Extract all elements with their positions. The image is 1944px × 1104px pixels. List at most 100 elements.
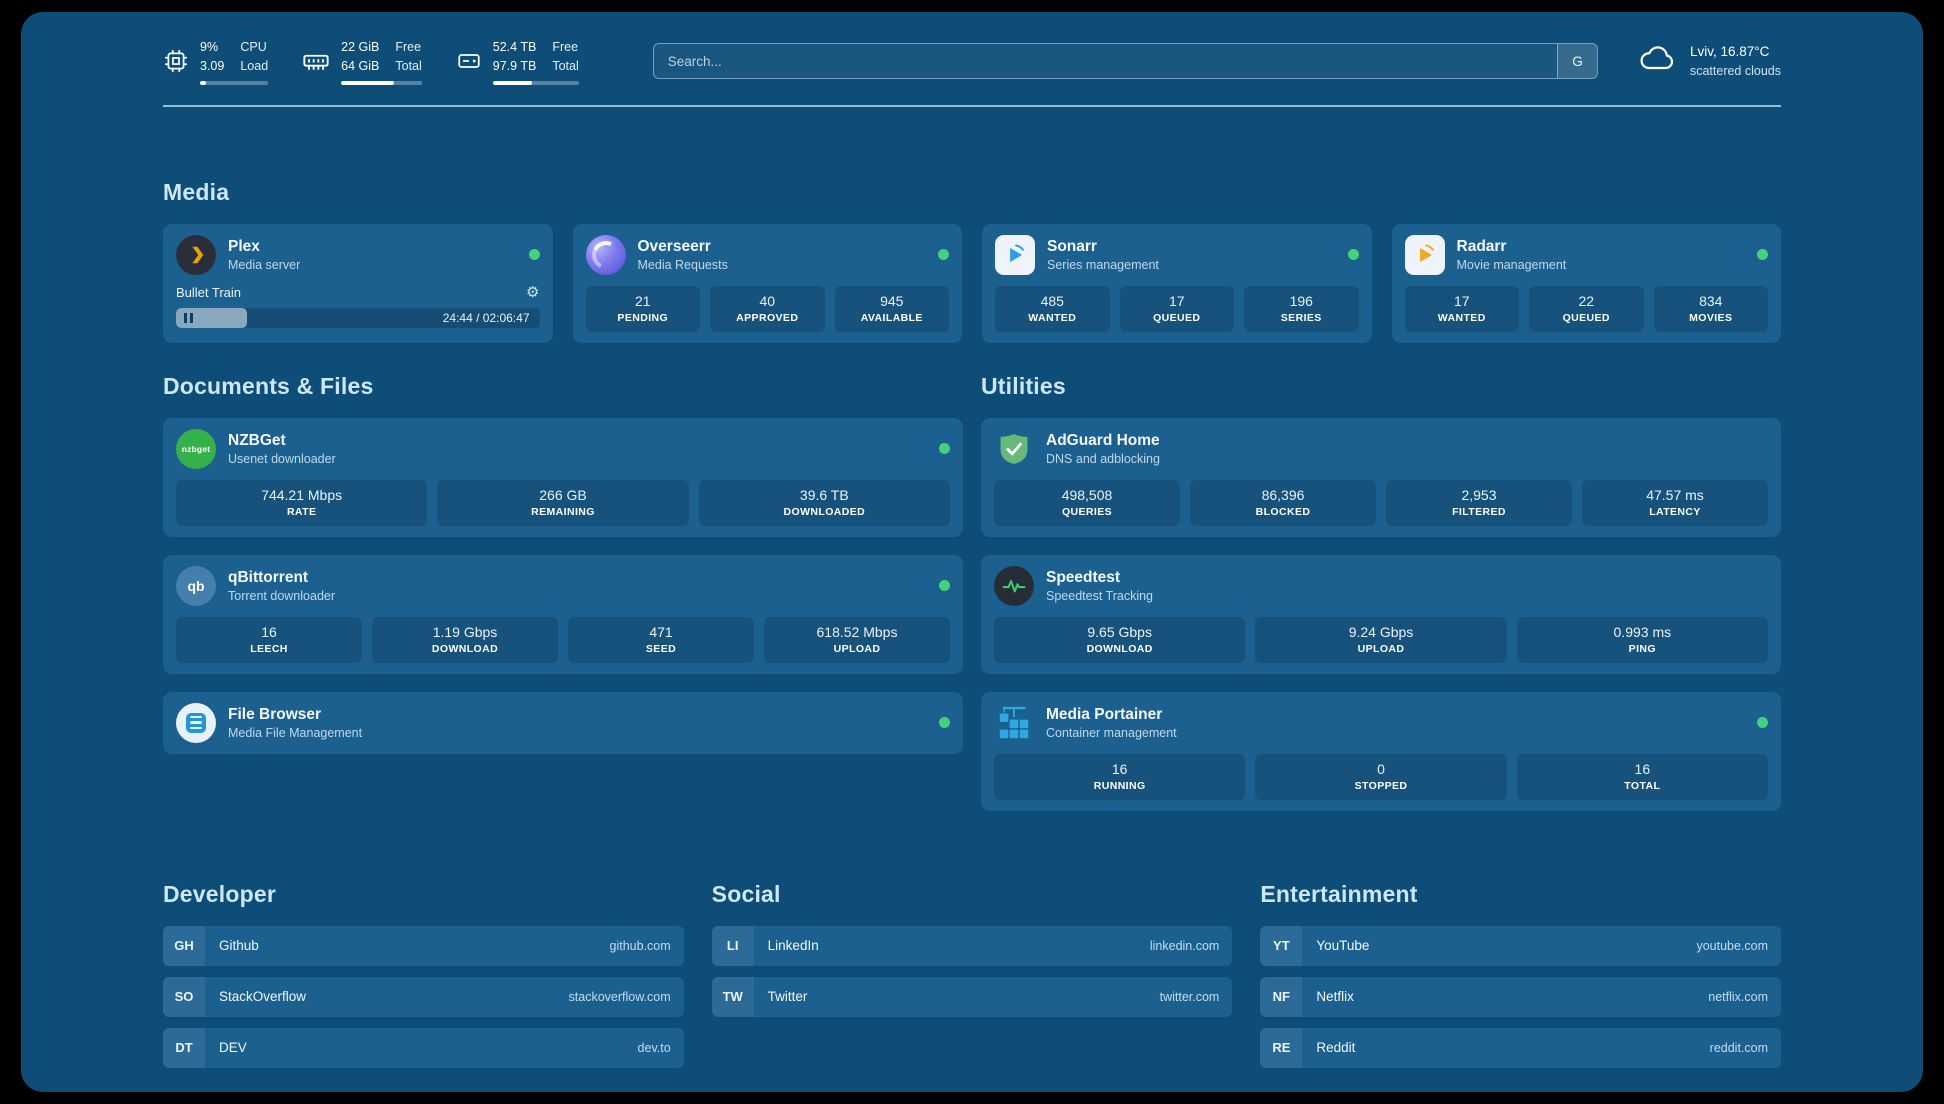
bookmark-url: youtube.com: [1696, 938, 1769, 953]
stat-label: RUNNING: [1093, 779, 1146, 792]
memory-usage-bar: [341, 80, 422, 85]
cpu-load-label: Load: [240, 58, 269, 73]
service-title: AdGuard Home: [1046, 431, 1160, 449]
pause-button[interactable]: [184, 312, 193, 323]
stat-label: DOWNLOADED: [783, 505, 866, 518]
bookmark-dev[interactable]: DT DEV dev.to: [163, 1027, 684, 1068]
top-bar: 9% 3.09 CPU Load: [163, 38, 1781, 85]
service-card-overseerr[interactable]: Overseerr Media Requests 21 PENDING 40 A…: [572, 223, 962, 343]
stat-box: 0 STOPPED: [1255, 753, 1507, 800]
bookmark-name: Reddit: [1316, 1040, 1356, 1055]
search-input[interactable]: [653, 44, 1597, 79]
memory-icon: [302, 47, 330, 75]
stat-label: LEECH: [250, 642, 288, 655]
stat-value: 834: [1699, 292, 1723, 309]
bookmark-reddit[interactable]: RE Reddit reddit.com: [1260, 1027, 1782, 1068]
nzbget-icon-text: nzbget: [181, 443, 211, 454]
storage-free-label: Free: [552, 40, 579, 54]
service-subtitle: Torrent downloader: [228, 588, 336, 603]
stat-box: 0.993 ms PING: [1516, 616, 1768, 663]
stat-box: 1.19 Gbps DOWNLOAD: [372, 616, 558, 663]
stat-value: 618.52 Mbps: [816, 623, 898, 640]
service-title: Overseerr: [637, 237, 711, 255]
bookmark-twitter[interactable]: TW Twitter twitter.com: [711, 976, 1233, 1017]
service-card-nzbget[interactable]: nzbget NZBGet Usenet downloader 744.21 M…: [163, 417, 963, 537]
qbittorrent-icon-text: qb: [187, 577, 205, 594]
service-card-plex[interactable]: Plex Media server Bullet Train ⚙ 24:44: [163, 223, 553, 343]
cpu-usage-bar: [200, 80, 269, 85]
memory-widget: 22 GiB 64 GiB Free Total: [302, 38, 422, 85]
settings-icon[interactable]: ⚙: [526, 283, 540, 301]
cpu-widget: 9% 3.09 CPU Load: [163, 38, 269, 85]
storage-icon: [456, 48, 482, 74]
service-subtitle: Movie management: [1456, 257, 1567, 272]
stat-label: REMAINING: [531, 505, 595, 518]
stat-label: LATENCY: [1649, 505, 1701, 518]
bookmark-netflix[interactable]: NF Netflix netflix.com: [1260, 976, 1782, 1017]
stat-value: 0: [1377, 760, 1385, 777]
service-subtitle: Container management: [1046, 725, 1177, 740]
stat-label: TOTAL: [1624, 779, 1661, 792]
stat-box: 39.6 TB DOWNLOADED: [698, 479, 950, 526]
service-card-adguard[interactable]: AdGuard Home DNS and adblocking 498,508 …: [981, 417, 1781, 537]
bookmark-name: StackOverflow: [219, 989, 307, 1004]
stat-value: 1.19 Gbps: [432, 623, 498, 640]
memory-total-label: Total: [395, 58, 422, 73]
filebrowser-icon: [176, 702, 216, 743]
service-card-filebrowser[interactable]: File Browser Media File Management: [163, 691, 963, 754]
memory-total-value: 64 GiB: [341, 58, 380, 73]
service-title: Sonarr: [1047, 237, 1097, 255]
service-card-speedtest[interactable]: Speedtest Speedtest Tracking 9.65 Gbps D…: [981, 554, 1781, 674]
memory-free-value: 22 GiB: [341, 40, 380, 54]
section-title-entertainment: Entertainment: [1260, 880, 1418, 907]
stat-label: BLOCKED: [1255, 505, 1311, 518]
storage-free-value: 52.4 TB: [492, 40, 537, 54]
speedtest-icon: [994, 565, 1034, 606]
service-title: Media Portainer: [1046, 705, 1163, 723]
bookmark-stackoverflow[interactable]: SO StackOverflow stackoverflow.com: [163, 976, 684, 1017]
bookmark-url: twitter.com: [1159, 989, 1220, 1004]
service-subtitle: Speedtest Tracking: [1046, 588, 1154, 603]
stat-value: 22: [1578, 292, 1595, 309]
stat-value: 485: [1040, 292, 1064, 309]
adguard-icon: [994, 429, 1034, 469]
bookmark-url: dev.to: [637, 1040, 671, 1055]
stat-value: 2,953: [1461, 486, 1497, 503]
section-title-developer: Developer: [163, 880, 277, 907]
bookmark-youtube[interactable]: YT YouTube youtube.com: [1260, 925, 1782, 966]
stat-label: FILTERED: [1452, 505, 1506, 518]
bookmark-name: YouTube: [1316, 938, 1370, 953]
stat-box: 945 AVAILABLE: [834, 285, 949, 332]
service-card-portainer[interactable]: Media Portainer Container management 16 …: [981, 691, 1781, 811]
status-dot: [939, 717, 950, 728]
service-card-qbittorrent[interactable]: qb qBittorrent Torrent downloader 16 LEE…: [163, 554, 963, 674]
dashboard-panel: 9% 3.09 CPU Load: [21, 12, 1923, 1092]
cpu-percent: 9%: [200, 40, 219, 54]
stat-box: 498,508 QUERIES: [994, 479, 1180, 526]
service-title: File Browser: [228, 705, 322, 723]
radarr-icon: [1404, 234, 1445, 275]
weather-condition: scattered clouds: [1689, 63, 1781, 78]
bookmark-abbr: RE: [1260, 1027, 1303, 1068]
service-card-radarr[interactable]: Radarr Movie management 17 WANTED 22 QUE…: [1391, 223, 1781, 343]
stat-label: PING: [1628, 642, 1656, 655]
bookmark-abbr: YT: [1260, 925, 1303, 966]
stat-value: 21: [634, 292, 651, 309]
stat-label: PENDING: [617, 311, 669, 324]
search-provider-button[interactable]: G: [1556, 44, 1597, 79]
stat-label: AVAILABLE: [860, 311, 923, 324]
service-card-sonarr[interactable]: Sonarr Series management 485 WANTED 17 Q…: [982, 223, 1372, 343]
sonarr-icon: [995, 234, 1035, 275]
service-title: Speedtest: [1046, 568, 1121, 586]
stat-label: RATE: [286, 505, 317, 518]
weather-location: Lviv, 16.87°C: [1689, 44, 1770, 60]
bookmark-abbr: DT: [163, 1027, 205, 1068]
stat-value: 17: [1168, 292, 1185, 309]
bookmark-github[interactable]: GH Github github.com: [163, 925, 684, 966]
bookmark-linkedin[interactable]: LI LinkedIn linkedin.com: [711, 925, 1233, 966]
nzbget-icon: nzbget: [176, 428, 216, 469]
stat-box: 2,953 FILTERED: [1386, 479, 1572, 526]
status-dot: [939, 443, 950, 454]
status-dot: [528, 249, 540, 260]
bookmark-name: Github: [219, 938, 259, 953]
